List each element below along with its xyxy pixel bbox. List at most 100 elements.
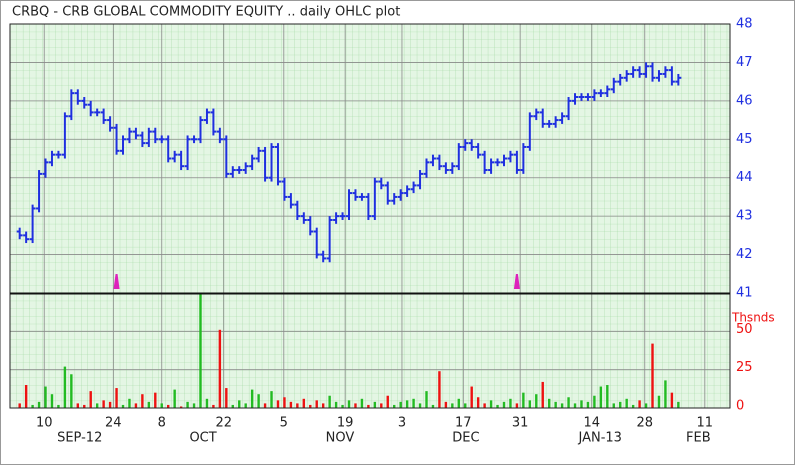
volume-bar xyxy=(515,403,519,408)
volume-bar xyxy=(651,343,654,408)
y-tick-label: 47 xyxy=(736,55,753,70)
volume-bar xyxy=(83,404,86,408)
y-tick-label: 41 xyxy=(736,286,753,301)
volume-bar xyxy=(393,404,396,408)
volume-bar xyxy=(31,404,34,408)
volume-bar xyxy=(476,397,480,408)
x-tick-label: 19 xyxy=(337,416,354,431)
volume-bar xyxy=(134,403,138,408)
volume-bar xyxy=(218,329,222,408)
volume-bar xyxy=(438,371,441,408)
x-tick-label: 14 xyxy=(584,416,601,431)
volume-bar xyxy=(44,386,47,408)
volume-bar xyxy=(451,403,454,408)
volume-bar xyxy=(599,386,603,408)
volume-bar xyxy=(276,400,280,408)
volume-bar xyxy=(263,403,267,408)
volume-bar xyxy=(418,403,422,408)
volume-bar xyxy=(238,400,241,408)
volume-bar xyxy=(528,400,532,408)
volume-bar xyxy=(199,293,202,408)
volume-bar xyxy=(154,392,157,408)
chart-title: CRBQ - CRB GLOBAL COMMODITY EQUITY .. da… xyxy=(12,5,400,20)
volume-bar xyxy=(70,374,73,408)
y-tick-label: 42 xyxy=(736,247,753,262)
volume-bar xyxy=(567,397,570,408)
volume-bar xyxy=(186,401,189,408)
volume-bar xyxy=(612,403,615,408)
volume-bar xyxy=(57,404,60,408)
volume-bar xyxy=(541,381,544,408)
volume-bar xyxy=(547,398,551,408)
volume-bar xyxy=(192,403,196,408)
volume-bar xyxy=(128,398,131,408)
volume-bar xyxy=(167,404,170,408)
volume-bar xyxy=(664,380,667,408)
volume-bar xyxy=(677,401,680,408)
x-tick-label: 24 xyxy=(105,416,122,431)
volume-bar xyxy=(586,401,590,408)
volume-bar xyxy=(431,404,435,408)
volume-bar xyxy=(95,403,99,408)
x-tick-label: 11 xyxy=(697,416,714,431)
x-tick-label: 8 xyxy=(158,416,166,431)
month-label: SEP-12 xyxy=(57,431,102,446)
event-marker xyxy=(513,274,520,289)
volume-bar xyxy=(625,398,628,408)
volume-bar xyxy=(141,394,144,408)
month-label: NOV xyxy=(326,431,355,446)
month-label: FEB xyxy=(686,431,711,446)
volume-bar xyxy=(37,401,41,408)
volume-bar xyxy=(160,403,163,408)
volume-bar xyxy=(573,403,577,408)
x-tick-label: 3 xyxy=(398,416,406,431)
event-marker xyxy=(113,274,120,289)
volume-bar xyxy=(606,385,609,408)
volume-bar xyxy=(257,394,260,408)
y-tick-label: 44 xyxy=(736,170,753,185)
volume-bar xyxy=(644,403,648,408)
volume-bar xyxy=(179,406,183,408)
volume-bar xyxy=(24,385,28,408)
volume-bar xyxy=(360,398,364,408)
volume-bar xyxy=(315,400,318,408)
y-tick-label: 48 xyxy=(736,17,753,32)
month-label: DEC xyxy=(452,431,479,446)
volume-bar xyxy=(302,398,306,408)
volume-bar xyxy=(509,398,512,408)
volume-bar xyxy=(386,395,389,408)
volume-bar xyxy=(121,404,125,408)
volume-axis-label: Thsnds xyxy=(731,311,775,325)
volume-bar xyxy=(50,394,54,408)
volume-bar xyxy=(354,403,357,408)
volume-bar xyxy=(89,391,92,408)
volume-bar xyxy=(334,401,338,408)
volume-bar xyxy=(631,404,635,408)
volume-bar xyxy=(502,401,506,408)
volume-tick-label: 25 xyxy=(736,360,753,375)
volume-bar xyxy=(405,400,409,408)
volume-bar xyxy=(76,403,80,408)
volume-bar xyxy=(321,403,325,408)
volume-bar xyxy=(470,386,473,408)
x-tick-label: 28 xyxy=(636,416,653,431)
x-tick-label: 31 xyxy=(512,416,529,431)
y-tick-label: 43 xyxy=(736,209,753,224)
volume-bar xyxy=(496,404,499,408)
volume-bar xyxy=(464,403,467,408)
volume-bar xyxy=(283,397,286,408)
x-tick-label: 22 xyxy=(215,416,232,431)
volume-bar xyxy=(309,404,312,408)
volume-bar xyxy=(296,403,299,408)
volume-bar xyxy=(205,398,209,408)
volume-bar xyxy=(380,403,383,408)
volume-bar xyxy=(173,389,176,408)
volume-bar xyxy=(489,400,493,408)
volume-bar xyxy=(102,400,105,408)
y-tick-label: 46 xyxy=(736,93,753,108)
volume-bar xyxy=(619,401,622,408)
volume-bar xyxy=(399,401,402,408)
volume-bar xyxy=(657,395,661,408)
volume-bar xyxy=(638,400,641,408)
